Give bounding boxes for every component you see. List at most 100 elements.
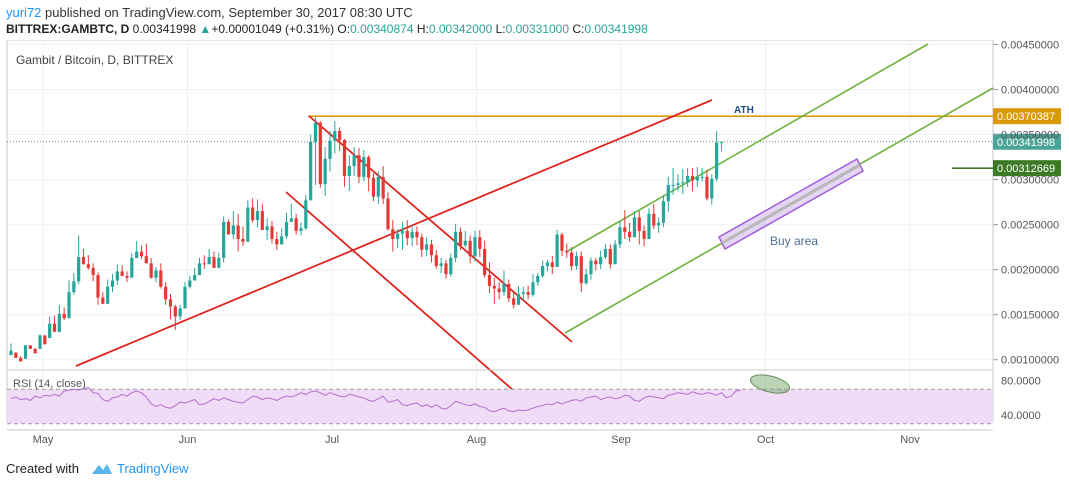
rsi-title: RSI (14, close) <box>13 378 86 390</box>
candle-body <box>487 275 492 286</box>
candle-body <box>67 292 71 319</box>
candle-body <box>289 218 293 222</box>
price-tick-label: 0.00250000 <box>1001 220 1059 232</box>
candle-body <box>439 263 443 267</box>
candle-body <box>507 284 511 299</box>
plot-frame <box>6 40 994 423</box>
candle-body <box>86 264 90 268</box>
candle-body <box>632 217 637 238</box>
candle-body <box>584 274 588 284</box>
candle-body <box>299 228 303 231</box>
chart-canvas[interactable]: 0.00370387 0.00341998 0.00312669 0.0010000… <box>0 40 1069 452</box>
time-tick-label: Jul <box>325 434 339 446</box>
candle-body <box>599 257 603 265</box>
candle-body <box>700 176 704 178</box>
candle-body <box>695 176 699 181</box>
candle-body <box>19 357 23 362</box>
candle-body <box>202 263 206 265</box>
candle-body <box>91 267 95 276</box>
candle-body <box>705 176 709 199</box>
candle-body <box>603 248 608 258</box>
author-link[interactable]: yuri72 <box>6 5 42 20</box>
price-tick-label: 0.00200000 <box>1001 265 1059 277</box>
candle-body <box>676 183 680 185</box>
price-tick-label: 0.00400000 <box>1001 85 1059 97</box>
candle-body <box>715 142 719 179</box>
candle-body <box>168 299 173 307</box>
candle-body <box>328 140 332 159</box>
candle-body <box>338 130 342 140</box>
candle-body <box>33 348 37 354</box>
candle-body <box>333 130 337 141</box>
chart-title: Gambit / Bitcoin, D, BITTREX <box>16 53 173 67</box>
candle-body <box>14 352 18 358</box>
candle-body <box>618 227 622 245</box>
candle-body <box>429 244 434 256</box>
candle-body <box>420 237 424 250</box>
high-label: H: <box>416 22 429 36</box>
created-with-label: Created with <box>6 461 79 476</box>
candle-body <box>231 225 235 235</box>
publish-info: published on TradingView.com, September … <box>45 5 413 20</box>
candle-body <box>96 275 100 298</box>
candle-body <box>28 345 32 349</box>
candle-body <box>463 240 467 246</box>
time-tick-label: Oct <box>757 434 774 446</box>
candles-layer <box>9 117 724 362</box>
candle-body <box>536 275 540 283</box>
candle-body <box>125 275 129 278</box>
tradingview-link[interactable]: TradingView <box>117 461 189 476</box>
candle-body <box>246 207 250 242</box>
candle-body <box>376 176 380 197</box>
price-tick-label: 0.00100000 <box>1001 355 1059 367</box>
candle-body <box>512 298 516 305</box>
candle-body <box>255 211 260 221</box>
candle-body <box>275 239 279 245</box>
symbol-label: BITTREX:GAMBTC, D <box>6 22 130 36</box>
chart-header: yuri72 published on TradingView.com, Sep… <box>0 0 1069 40</box>
candle-body <box>652 213 656 226</box>
price-tag-box <box>993 160 1061 177</box>
candle-body <box>110 280 115 287</box>
candle-body <box>661 201 666 223</box>
tradingview-cloud-icon <box>92 464 112 474</box>
candle-body <box>342 139 347 176</box>
candle-body <box>270 226 274 240</box>
candle-body <box>589 260 593 275</box>
price-axis[interactable]: 0.00100000 0.00150000 0.00200000 0.00250000… <box>993 40 1059 367</box>
open-label: O: <box>337 22 351 36</box>
candle-body <box>642 230 646 240</box>
time-axis[interactable]: May Jun Jul Aug Sep Oct Nov <box>7 429 993 446</box>
low-label: L: <box>495 22 506 36</box>
price-change: +0.00001049 (+0.31%) <box>211 22 335 36</box>
candle-body <box>550 262 554 267</box>
candle-body <box>154 270 158 278</box>
price-tag-label: 0.00341998 <box>997 137 1055 149</box>
rsi-band <box>7 389 993 424</box>
candle-body <box>193 275 197 281</box>
candle-body <box>521 292 525 294</box>
candle-body <box>43 335 47 345</box>
close-label: C: <box>572 22 585 36</box>
candle-body <box>178 308 182 317</box>
candle-body <box>657 222 661 226</box>
candle-body <box>371 177 376 197</box>
ath-label: ATH <box>734 105 754 116</box>
candle-body <box>207 257 211 265</box>
rsi-line <box>10 386 741 413</box>
candle-body <box>425 244 429 250</box>
candle-body <box>226 221 231 235</box>
candle-body <box>115 271 119 281</box>
candle-body <box>284 221 289 237</box>
channel-line-upper <box>308 115 573 343</box>
candle-body <box>594 260 598 265</box>
candle-body <box>173 306 177 317</box>
candle-body <box>628 231 632 238</box>
price-tick-label: 0.00350000 <box>1001 130 1059 142</box>
candle-body <box>565 250 569 253</box>
candle-body <box>454 231 458 258</box>
candle-body <box>579 256 583 284</box>
candle-body <box>265 226 269 231</box>
candle-body <box>526 292 530 295</box>
close-value: 0.00341998 <box>584 22 648 36</box>
